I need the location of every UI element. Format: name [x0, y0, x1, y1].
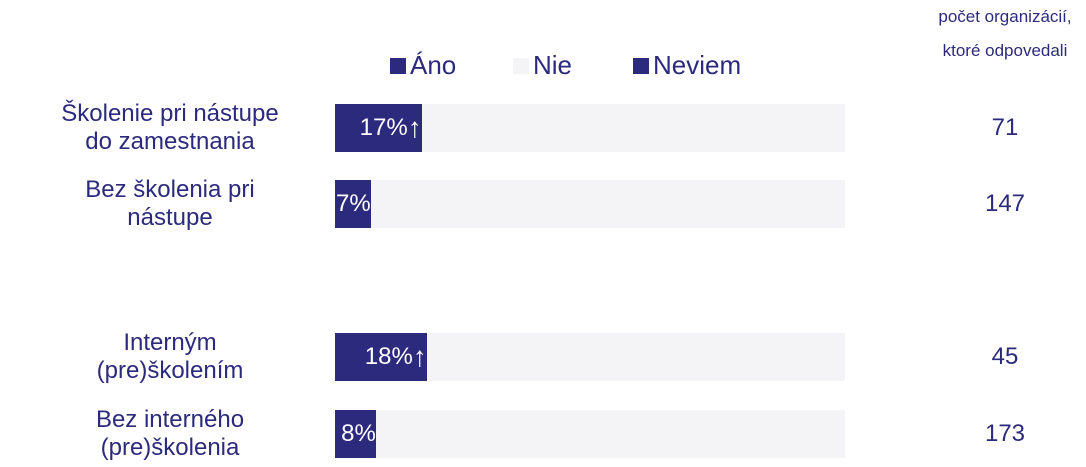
significance-arrow: ↑ — [412, 341, 427, 372]
legend-item: Áno — [390, 50, 456, 81]
bar-segment — [335, 104, 422, 152]
value-label: 18% — [364, 343, 413, 370]
value-label: 8% — [341, 420, 376, 447]
category-label: Bez školenia pri nástupe — [85, 176, 255, 231]
legend-swatch — [390, 57, 406, 74]
legend-label: Áno — [410, 50, 457, 80]
bar-segment — [335, 333, 427, 381]
category-label: Interným (pre)školením — [96, 329, 244, 384]
count-header: počet organizácií, — [938, 7, 1072, 26]
bar-segment — [375, 410, 845, 458]
bar-segment — [370, 180, 845, 228]
value-label: 7% — [336, 190, 371, 217]
category-label: Školenie pri nástupe do zamestnania — [61, 100, 279, 155]
legend-swatch — [513, 57, 529, 74]
value-label: 17% — [359, 114, 408, 141]
legend-label: Neviem — [653, 50, 742, 80]
legend-swatch — [633, 57, 649, 74]
count-header: ktoré odpovedali — [942, 41, 1068, 60]
bar-segment — [335, 410, 376, 458]
legend-item: Neviem — [633, 50, 741, 81]
bar-segment — [426, 333, 845, 381]
legend-label: Nie — [533, 50, 573, 80]
count-label: 45 — [991, 343, 1019, 370]
legend-item: Nie — [513, 50, 572, 81]
count-label: 71 — [991, 114, 1019, 141]
category-label: Bez interného (pre)školenia — [95, 406, 245, 461]
count-label: 173 — [984, 420, 1026, 447]
bar-segment — [335, 180, 371, 228]
bar-segment — [421, 104, 845, 152]
significance-arrow: ↑ — [407, 112, 422, 143]
count-label: 147 — [984, 190, 1026, 217]
